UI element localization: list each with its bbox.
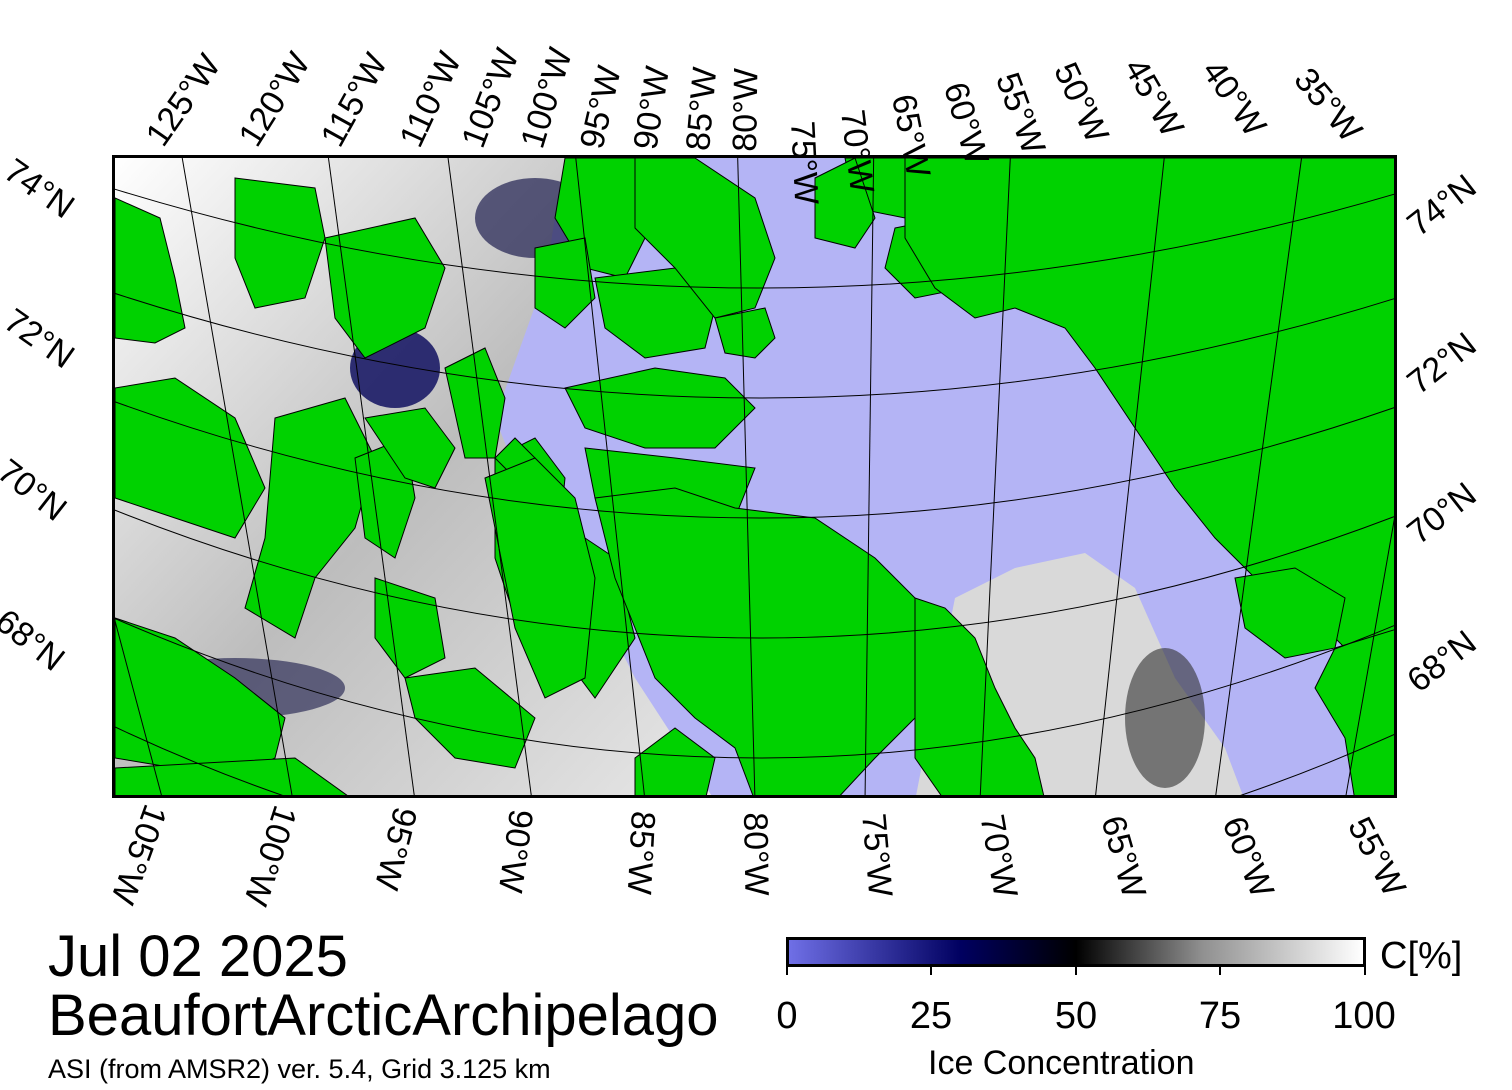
sea-ice-map xyxy=(112,155,1397,798)
map-date: Jul 02 2025 xyxy=(48,924,348,989)
colorbar-tick-label: 100 xyxy=(1332,995,1396,1037)
lon-label-top: 75°W xyxy=(783,120,826,206)
lon-label-top: 120°W xyxy=(231,46,318,154)
lon-label-top: 70°W xyxy=(833,107,881,196)
lat-label-left: 70°N xyxy=(0,452,74,529)
lon-label-bottom: 95°W xyxy=(366,803,424,894)
lon-label-bottom: 65°W xyxy=(1093,811,1153,903)
lon-label-top: 40°W xyxy=(1194,53,1274,144)
colorbar-tickmark xyxy=(1219,967,1221,975)
lat-label-right: 68°N xyxy=(1400,623,1484,700)
colorbar-unit: C[%] xyxy=(1380,935,1463,977)
map-region-title: BeaufortArcticArchipelago xyxy=(48,983,719,1048)
colorbar xyxy=(786,937,1366,967)
map-canvas xyxy=(115,158,1394,795)
lat-label-left: 72°N xyxy=(0,301,82,377)
lon-label-top: 90°W xyxy=(626,63,678,153)
lat-label-left: 68°N xyxy=(0,602,72,679)
lon-label-bottom: 105°W xyxy=(103,799,174,909)
lat-label-right: 72°N xyxy=(1400,325,1484,402)
product-info: ASI (from AMSR2) ver. 5.4, Grid 3.125 km xyxy=(48,1054,551,1084)
lon-label-top: 45°W xyxy=(1116,52,1191,144)
colorbar-tick-label: 75 xyxy=(1198,995,1242,1037)
lon-label-bottom: 85°W xyxy=(619,810,662,896)
lon-label-top: 95°W xyxy=(572,62,629,153)
lat-label-right: 74°N xyxy=(1400,167,1484,244)
lon-label-top: 55°W xyxy=(988,67,1053,160)
lon-label-bottom: 70°W xyxy=(972,811,1025,901)
lon-label-bottom: 75°W xyxy=(854,811,900,899)
colorbar-tickmark xyxy=(930,967,932,975)
lon-label-top: 80°W xyxy=(726,67,766,153)
colorbar-tick-label: 0 xyxy=(776,995,798,1037)
low-ice-patch xyxy=(1125,648,1205,788)
colorbar-tickmark xyxy=(1075,967,1077,975)
lon-label-bottom: 60°W xyxy=(1214,811,1282,903)
lon-label-bottom: 100°W xyxy=(236,800,304,911)
lon-label-top: 115°W xyxy=(313,47,396,153)
lon-label-bottom: 80°W xyxy=(736,811,776,897)
colorbar-title: Ice Concentration xyxy=(928,1044,1195,1082)
lon-label-bottom: 90°W xyxy=(490,806,540,895)
lon-label-top: 85°W xyxy=(679,65,725,153)
lat-label-left: 74°N xyxy=(0,151,82,227)
lon-label-bottom: 55°W xyxy=(1340,811,1413,903)
colorbar-tick-label: 50 xyxy=(1054,995,1098,1037)
colorbar-tickmark xyxy=(786,967,788,975)
lon-label-top: 50°W xyxy=(1046,56,1116,149)
lon-label-top: 35°W xyxy=(1286,60,1370,150)
colorbar-tickmark xyxy=(1364,967,1366,975)
lat-label-right: 70°N xyxy=(1400,475,1484,552)
lon-label-top: 125°W xyxy=(138,47,229,154)
colorbar-tick-label: 25 xyxy=(909,995,953,1037)
